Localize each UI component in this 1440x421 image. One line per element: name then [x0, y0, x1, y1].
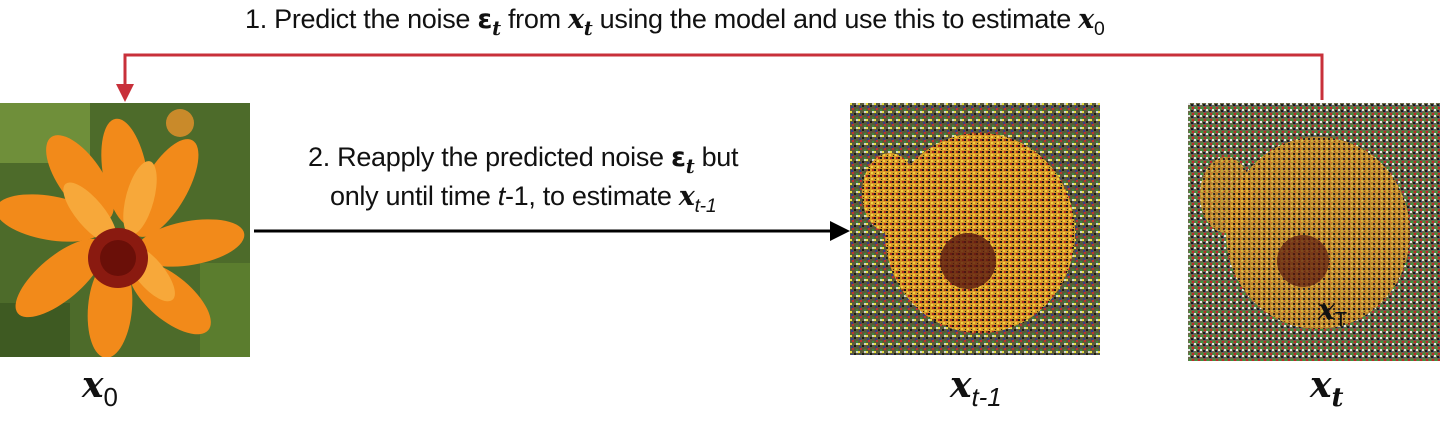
step1-from: from — [500, 4, 568, 34]
forward-arrowhead — [830, 221, 850, 241]
x-symbol: x — [567, 4, 584, 35]
xt1-symbol: x — [678, 181, 695, 212]
overlay-label-xT: xT — [1318, 293, 1348, 332]
feedback-arrow — [123, 53, 1324, 100]
noisy-picture-t — [1188, 103, 1440, 361]
label-xt: xt — [1310, 364, 1343, 413]
epsilon-subscript: t — [492, 16, 501, 40]
label-x0: x0 — [82, 364, 118, 413]
clean-flower-image — [0, 103, 250, 357]
label-xt1-subscript: t-1 — [971, 384, 1002, 413]
step1-caption: 1. Predict the noise εt from xt using th… — [245, 4, 1105, 41]
step2-line2-suffix: -1, to estimate — [504, 181, 679, 211]
x0-subscript: 0 — [1093, 17, 1105, 40]
step1-prefix: 1. Predict the noise — [245, 4, 478, 34]
label-x0-symbol: x — [82, 364, 104, 406]
label-xt-minus-1: xt-1 — [950, 364, 1002, 413]
time-symbol: t — [497, 181, 506, 211]
x0-symbol: x — [1078, 4, 1094, 35]
step2-but: but — [694, 142, 739, 172]
epsilon-symbol-2: ε — [670, 142, 686, 173]
step2-line2-prefix: only until time — [330, 181, 498, 211]
flower-picture — [0, 103, 250, 357]
label-xt-symbol: x — [1310, 364, 1332, 406]
step2-prefix: 2. Reapply the predicted noise — [308, 142, 671, 172]
noisy-picture-t-minus-1 — [850, 103, 1100, 355]
xt1-subscript: t-1 — [694, 194, 717, 217]
step2-caption-line1: 2. Reapply the predicted noise εt but — [308, 142, 739, 178]
noisy-image-t-minus-1 — [850, 103, 1100, 355]
label-x0-subscript: 0 — [103, 384, 118, 413]
label-xt-subscript: t — [1331, 383, 1344, 414]
step1-middle: using the model and use this to estimate — [592, 4, 1079, 34]
epsilon-subscript-2: t — [685, 154, 695, 178]
label-xt1-symbol: x — [950, 364, 972, 406]
step2-caption-line2: only until time t-1, to estimate xt-1 — [330, 181, 717, 218]
epsilon-symbol: ε — [477, 4, 493, 35]
noisy-image-t: xT — [1188, 103, 1440, 361]
x-subscript: t — [583, 16, 593, 40]
feedback-arrowhead — [116, 84, 134, 102]
